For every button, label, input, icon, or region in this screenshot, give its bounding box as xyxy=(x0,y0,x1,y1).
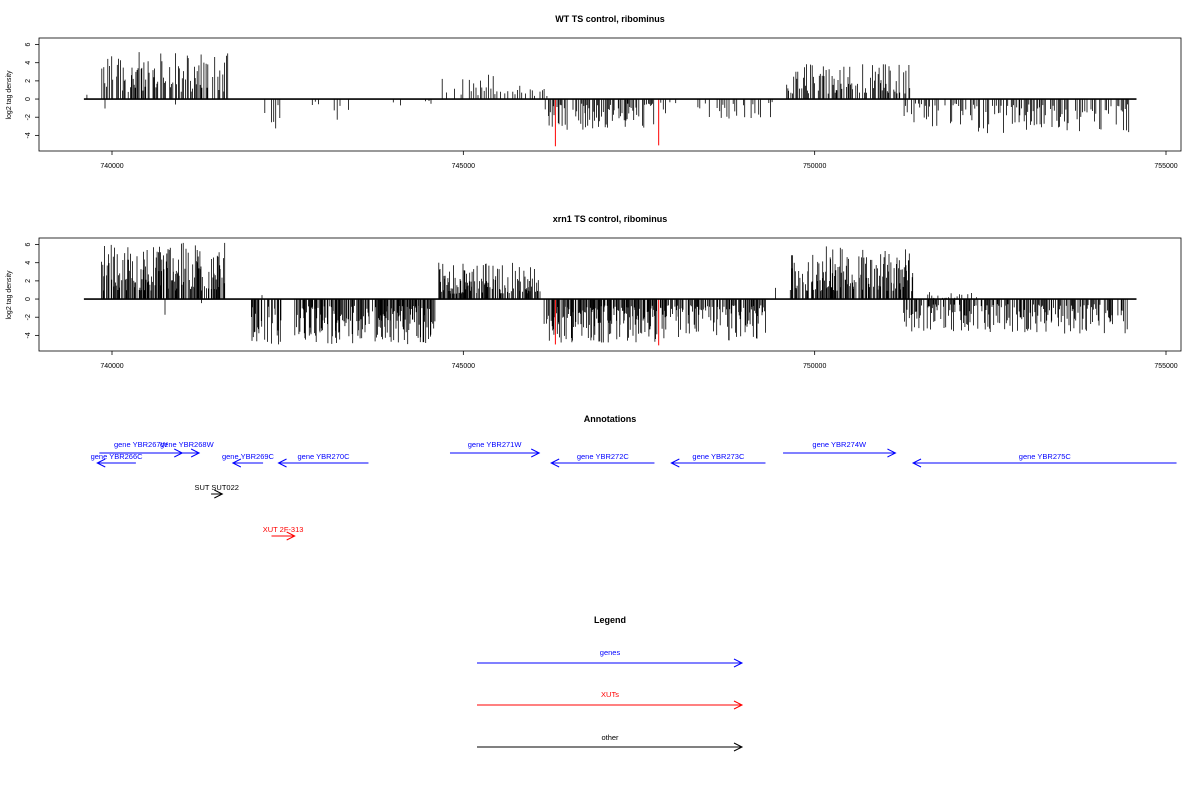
x-tick-label: 740000 xyxy=(100,163,123,170)
feature-arrowhead xyxy=(277,458,287,468)
annotation-feature: gene YBR269C xyxy=(222,452,275,468)
feature-label: gene YBR269C xyxy=(222,452,275,461)
y-tick-label: 4 xyxy=(25,261,32,265)
legend-label-genes: genes xyxy=(600,648,621,657)
feature-label: gene YBR270C xyxy=(298,452,351,461)
xrn1-plot-frame xyxy=(38,237,1182,352)
wt-y-axis: -4 -2 0 2 4 6 xyxy=(25,42,39,138)
legend-item-xuts: XUTs xyxy=(477,690,744,710)
legend-arrowhead-other xyxy=(733,742,744,752)
wt-track-title: WT TS control, ribominus xyxy=(555,14,665,24)
y-tick-label: -4 xyxy=(25,332,32,338)
wt-density-bars xyxy=(86,52,1130,147)
feature-label: gene YBR268W xyxy=(160,440,215,449)
y-tick-label: 2 xyxy=(25,79,32,83)
x-tick-label: 750000 xyxy=(803,163,826,170)
annotation-feature: XUT 2F-313 xyxy=(263,525,304,541)
annotation-feature: gene YBR271W xyxy=(449,440,541,458)
feature-arrowhead xyxy=(286,531,296,541)
feature-label: SUT SUT022 xyxy=(194,483,238,492)
x-tick-label: 745000 xyxy=(452,163,475,170)
annotation-feature: gene YBR273C xyxy=(670,452,766,468)
y-tick-label: 0 xyxy=(25,97,32,101)
feature-label: gene YBR274W xyxy=(812,440,867,449)
feature-label: gene YBR275C xyxy=(1019,452,1072,461)
annotations-title: Annotations xyxy=(584,414,637,424)
xrn1-density-bars xyxy=(101,242,1128,346)
annotation-feature: gene YBR268W xyxy=(160,440,215,458)
y-tick-label: -4 xyxy=(25,132,32,138)
y-tick-label: 6 xyxy=(25,42,32,46)
feature-arrowhead xyxy=(911,458,922,468)
x-tick-label: 750000 xyxy=(803,363,826,370)
feature-arrowhead xyxy=(190,448,201,458)
feature-label: gene YBR267W xyxy=(114,440,169,449)
feature-arrowhead xyxy=(214,489,224,499)
x-tick-label: 755000 xyxy=(1154,163,1177,170)
y-tick-label: 6 xyxy=(25,242,32,246)
annotation-feature: gene YBR272C xyxy=(550,452,655,468)
y-tick-label: -2 xyxy=(25,314,32,320)
xrn1-x-axis: 740000 745000 750000 755000 xyxy=(100,351,1178,370)
legend-label-other: other xyxy=(601,733,619,742)
y-tick-label: -2 xyxy=(25,114,32,120)
feature-arrowhead xyxy=(887,448,897,458)
wt-x-axis: 740000 745000 750000 755000 xyxy=(100,151,1178,170)
feature-arrowhead xyxy=(670,458,680,468)
feature-arrowhead xyxy=(550,458,560,468)
y-tick-label: 4 xyxy=(25,61,32,65)
feature-arrowhead xyxy=(96,458,106,468)
xrn1-y-axis-label: log2 tag density xyxy=(6,270,13,320)
legend-item-other: other xyxy=(477,733,744,752)
feature-arrowhead xyxy=(530,448,541,458)
feature-label: XUT 2F-313 xyxy=(263,525,304,534)
legend-title: Legend xyxy=(594,615,626,625)
y-tick-label: 2 xyxy=(25,279,32,283)
annotation-feature: gene YBR275C xyxy=(911,452,1177,468)
annotation-feature: gene YBR270C xyxy=(277,452,369,468)
wt-y-axis-label: log2 tag density xyxy=(6,70,13,120)
x-tick-label: 745000 xyxy=(452,363,475,370)
legend-item-genes: genes xyxy=(477,648,744,668)
x-tick-label: 755000 xyxy=(1154,363,1177,370)
wt-plot-frame xyxy=(38,37,1182,152)
legend-panel: Legend genes XUTs other xyxy=(477,615,744,752)
annotation-feature: gene YBR266C xyxy=(91,452,144,468)
wt-track-panel: WT TS control, ribominus log2 tag densit… xyxy=(6,14,1182,170)
x-tick-label: 740000 xyxy=(100,363,123,370)
xrn1-track-title: xrn1 TS control, ribominus xyxy=(553,214,668,224)
xrn1-y-axis: -4 -2 0 2 4 6 xyxy=(25,242,39,338)
feature-label: gene YBR273C xyxy=(692,452,745,461)
xrn1-track-panel: xrn1 TS control, ribominus log2 tag dens… xyxy=(6,214,1182,370)
legend-label-xuts: XUTs xyxy=(601,690,619,699)
legend-arrowhead-genes xyxy=(733,658,744,668)
annotation-feature: gene YBR274W xyxy=(783,440,897,458)
feature-label: gene YBR271W xyxy=(468,440,523,449)
feature-label: gene YBR272C xyxy=(577,452,630,461)
y-tick-label: 0 xyxy=(25,297,32,301)
feature-arrowhead xyxy=(231,458,242,468)
annotation-feature: SUT SUT022 xyxy=(194,483,239,499)
legend-arrowhead-xuts xyxy=(733,700,744,710)
feature-label: gene YBR266C xyxy=(91,452,144,461)
